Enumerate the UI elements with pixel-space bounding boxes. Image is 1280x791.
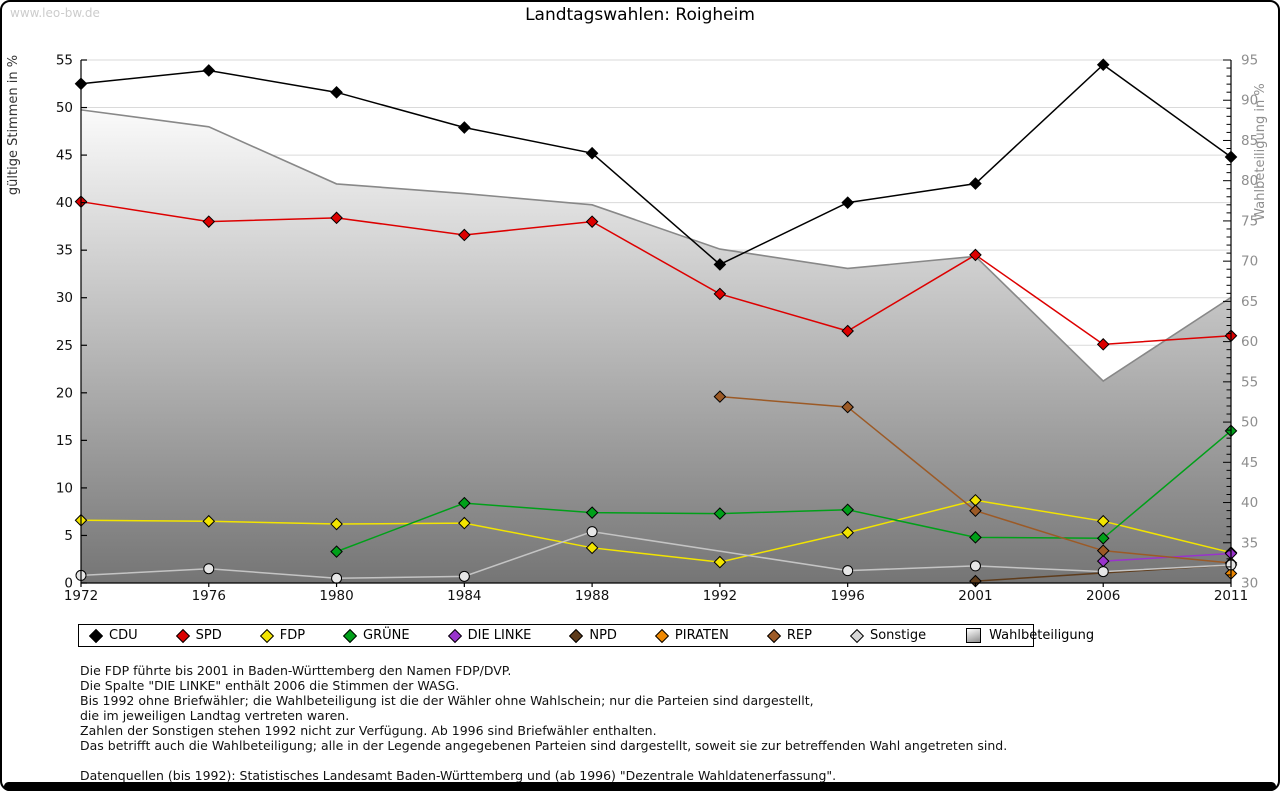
series-sonstige [75, 526, 1237, 584]
footnote-line: die im jeweiligen Landtag vertreten ware… [80, 708, 350, 723]
legend-label: FDP [279, 628, 306, 643]
svg-text:90: 90 [1241, 93, 1258, 109]
svg-text:2006: 2006 [1086, 588, 1120, 604]
party-swatch-icon [175, 628, 190, 643]
footnote-line: Die Spalte "DIE LINKE" enthält 2006 die … [80, 678, 460, 693]
party-swatch-icon [342, 628, 358, 643]
svg-text:2001: 2001 [958, 588, 992, 604]
svg-text:30: 30 [56, 290, 73, 306]
svg-text:85: 85 [1241, 133, 1258, 149]
legend-item-piraten: PIRATEN [654, 628, 729, 643]
party-swatch-icon [849, 628, 865, 643]
svg-text:80: 80 [1241, 173, 1258, 189]
left-axis-title: gültige Stimmen in % [6, 55, 21, 195]
svg-text:35: 35 [1241, 535, 1258, 551]
svg-text:5: 5 [64, 528, 73, 544]
legend-item-spd: SPD [175, 628, 222, 643]
svg-text:40: 40 [56, 195, 73, 211]
site-watermark: www.leo-bw.de [10, 6, 100, 20]
election-chart: 0 5 10 15 20 25 30 35 40 45 50 55 30 35 40 45 50 55 60 65 70… [6, 53, 1268, 605]
legend-label: DIE LINKE [467, 628, 532, 643]
svg-text:1984: 1984 [447, 588, 481, 604]
svg-text:10: 10 [56, 480, 73, 496]
legend-label: SPD [195, 628, 222, 643]
party-swatch-icon [259, 628, 274, 643]
svg-text:95: 95 [1241, 53, 1258, 69]
svg-text:60: 60 [1241, 334, 1258, 350]
legend-label: Sonstige [869, 628, 927, 643]
legend-label: REP [786, 628, 812, 643]
svg-text:55: 55 [56, 53, 73, 69]
svg-text:50: 50 [56, 100, 73, 116]
right-axis-title: Wahlbeteiligung in % [1253, 83, 1268, 220]
axes: 0 5 10 15 20 25 30 35 40 45 50 55 30 35 40 45 50 55 60 65 70… [6, 53, 1268, 605]
legend-item-wahlbeteiligung: Wahlbeteiligung [966, 628, 1094, 643]
party-swatch-icon [569, 628, 584, 643]
legend-label: GRÜNE [363, 628, 410, 643]
party-swatch-icon [766, 628, 781, 643]
footnote-line: Das betrifft auch die Wahlbeteiligung; a… [80, 738, 1008, 753]
svg-text:1980: 1980 [319, 588, 353, 604]
svg-text:1992: 1992 [703, 588, 737, 604]
svg-text:75: 75 [1241, 213, 1258, 229]
legend-item-grüne: GRÜNE [342, 628, 410, 643]
legend-item-rep: REP [766, 628, 812, 643]
svg-text:1988: 1988 [575, 588, 609, 604]
party-swatch-icon [88, 628, 104, 643]
svg-text:15: 15 [56, 433, 73, 449]
svg-text:30: 30 [1241, 576, 1258, 592]
series-cdu [74, 58, 1238, 271]
chart-footnotes: Die FDP führte bis 2001 in Baden-Württem… [80, 663, 1007, 783]
svg-text:70: 70 [1241, 254, 1258, 270]
legend-label: Wahlbeteiligung [989, 628, 1095, 643]
svg-text:35: 35 [56, 243, 73, 259]
legend-label: NPD [589, 628, 617, 643]
footnote-line: Die FDP führte bis 2001 in Baden-Württem… [80, 663, 512, 678]
chart-legend: CDU SPD FDP GRÜNE DIE LINKE NPD PIRATEN REP Sons… [78, 624, 1094, 647]
svg-text:40: 40 [1241, 495, 1258, 511]
svg-text:45: 45 [1241, 455, 1258, 471]
turnout-area [81, 109, 1231, 583]
series-grüne [330, 424, 1238, 558]
legend-item-npd: NPD [569, 628, 617, 643]
footnote-line: Zahlen der Sonstigen stehen 1992 nicht z… [80, 723, 657, 738]
page-title: Landtagswahlen: Roigheim [525, 5, 755, 25]
footnote-line: Bis 1992 ohne Briefwähler; die Wahlbetei… [80, 693, 814, 708]
svg-text:50: 50 [1241, 415, 1258, 431]
svg-text:1996: 1996 [830, 588, 864, 604]
svg-text:65: 65 [1241, 294, 1258, 310]
legend-label: PIRATEN [674, 628, 729, 643]
svg-text:25: 25 [56, 338, 73, 354]
svg-text:45: 45 [56, 148, 73, 164]
svg-text:1976: 1976 [192, 588, 226, 604]
svg-text:1972: 1972 [64, 588, 98, 604]
turnout-line [80, 109, 1232, 383]
party-swatch-icon [447, 628, 462, 643]
svg-text:0: 0 [64, 576, 73, 592]
bottom-bar [4, 782, 1276, 791]
data-source-line: Datenquellen (bis 1992): Statistisches L… [80, 768, 837, 783]
legend-item-die-linke: DIE LINKE [447, 628, 532, 643]
party-swatch-icon [654, 628, 669, 643]
svg-text:20: 20 [56, 385, 73, 401]
legend-item-cdu: CDU [88, 628, 138, 643]
legend-item-fdp: FDP [259, 628, 306, 643]
svg-text:55: 55 [1241, 374, 1258, 390]
svg-text:2011: 2011 [1214, 588, 1248, 604]
series-spd [74, 195, 1238, 351]
turnout-swatch-icon [966, 628, 982, 643]
legend-label: CDU [109, 628, 138, 643]
legend-item-sonstige: Sonstige [849, 628, 927, 643]
